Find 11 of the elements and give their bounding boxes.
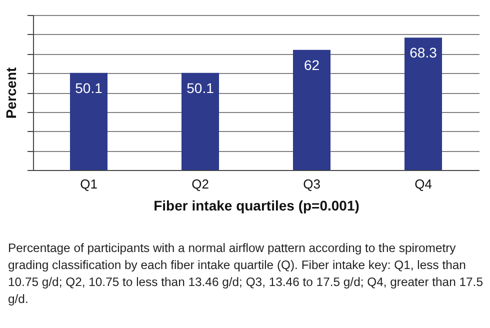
x-tick-label: Q2	[192, 176, 209, 192]
data-label: 62	[304, 56, 320, 73]
data-label: 68.3	[410, 44, 438, 61]
x-tick-label: Q4	[414, 176, 432, 192]
x-tick-label: Q1	[80, 176, 98, 192]
text: Percentage of participants with a normal airflow pattern according to the spirometry grading classification by each fiber intake quartile (Q). Fiber intake key: Q1, less than 10.75 g/d; Q2, 10.75 to less than 13.46 g/d; Q3, 13.46 to 17.5 g/d; Q4, greater than 17.5 g/d.	[8, 240, 484, 308]
x-axis-title: Fiber intake quartiles (p=0.001)	[154, 198, 360, 214]
data-label: 50.1	[186, 80, 214, 96]
data-label: 50.1	[75, 80, 103, 96]
x-tick-label: Q3	[303, 176, 320, 192]
y-axis-title: Percent	[3, 66, 19, 119]
